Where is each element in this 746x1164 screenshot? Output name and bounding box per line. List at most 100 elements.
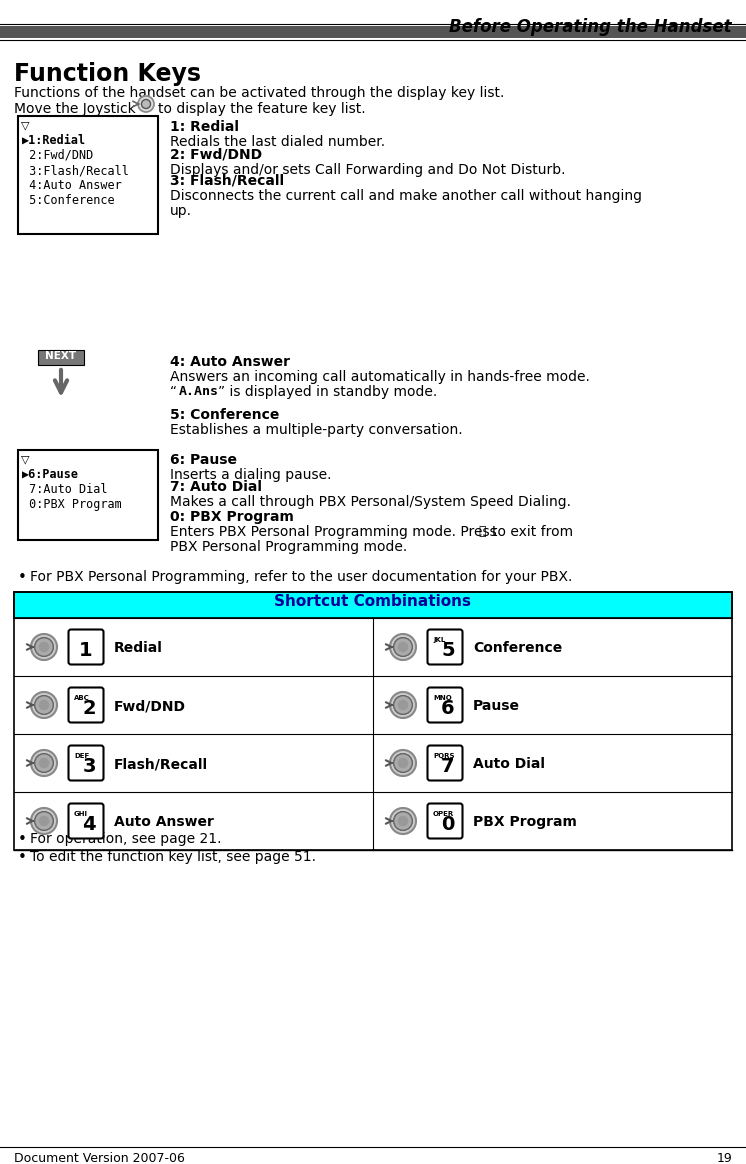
- Circle shape: [390, 693, 416, 718]
- Circle shape: [394, 696, 413, 715]
- Circle shape: [40, 816, 48, 825]
- Text: PQRS: PQRS: [433, 753, 454, 759]
- Text: ↺: ↺: [26, 525, 34, 535]
- FancyBboxPatch shape: [427, 745, 463, 781]
- Text: PBX Personal Programming mode.: PBX Personal Programming mode.: [170, 540, 407, 554]
- Text: For operation, see page 21.: For operation, see page 21.: [30, 832, 222, 846]
- Text: OK: OK: [67, 525, 83, 535]
- Text: 19: 19: [716, 1152, 732, 1164]
- Text: ✦: ✦: [47, 525, 55, 535]
- Text: 0: PBX Program: 0: PBX Program: [170, 510, 294, 524]
- Text: Move the Joystick: Move the Joystick: [14, 102, 136, 116]
- Bar: [18, 116, 158, 234]
- Text: MNO: MNO: [433, 695, 452, 701]
- Text: 1: 1: [79, 640, 93, 660]
- Text: Ⓟ: Ⓟ: [478, 525, 486, 538]
- Text: ▽: ▽: [21, 120, 30, 130]
- Bar: [154, 455, 158, 460]
- Text: 0: 0: [442, 815, 455, 833]
- Text: ▶6:Pause: ▶6:Pause: [22, 468, 79, 481]
- Circle shape: [34, 811, 54, 830]
- Circle shape: [398, 816, 407, 825]
- FancyBboxPatch shape: [69, 803, 104, 838]
- Text: “: “: [170, 385, 177, 399]
- Circle shape: [390, 750, 416, 776]
- Text: A.Ans: A.Ans: [179, 385, 219, 398]
- Bar: [42, 524, 60, 537]
- Bar: [154, 121, 158, 126]
- Text: NEXT: NEXT: [90, 525, 119, 535]
- Text: 3:Flash/Recall: 3:Flash/Recall: [22, 164, 129, 177]
- Bar: [42, 218, 60, 230]
- Bar: [14, 618, 732, 676]
- Circle shape: [34, 696, 54, 715]
- Text: Auto Dial: Auto Dial: [473, 757, 545, 771]
- Text: ▽: ▽: [21, 454, 30, 464]
- Text: 1: Redial: 1: Redial: [170, 120, 239, 134]
- Bar: [38, 350, 84, 365]
- Text: ” is displayed in standby mode.: ” is displayed in standby mode.: [218, 385, 437, 399]
- Text: Auto Answer: Auto Answer: [114, 815, 214, 829]
- Text: OPER: OPER: [433, 811, 454, 817]
- Text: Disconnects the current call and make another call without hanging: Disconnects the current call and make an…: [170, 189, 642, 203]
- Text: 0:PBX Program: 0:PBX Program: [22, 498, 122, 511]
- FancyBboxPatch shape: [427, 630, 463, 665]
- Bar: [18, 450, 158, 540]
- Text: For PBX Personal Programming, refer to the user documentation for your PBX.: For PBX Personal Programming, refer to t…: [30, 570, 572, 584]
- Text: Document Version 2007-06: Document Version 2007-06: [14, 1152, 185, 1164]
- Text: To edit the function key list, see page 51.: To edit the function key list, see page …: [30, 850, 316, 864]
- Text: Answers an incoming call automatically in hands-free mode.: Answers an incoming call automatically i…: [170, 370, 590, 384]
- Bar: [14, 592, 732, 618]
- Bar: [21, 524, 39, 537]
- Text: 4:Auto Answer: 4:Auto Answer: [22, 179, 122, 192]
- Text: 6: Pause: 6: Pause: [170, 453, 237, 467]
- Text: to display the feature key list.: to display the feature key list.: [158, 102, 366, 116]
- Text: OK: OK: [67, 220, 83, 229]
- Bar: [146, 456, 152, 463]
- Circle shape: [390, 808, 416, 833]
- Text: 6: 6: [441, 698, 455, 717]
- Text: JKL: JKL: [433, 637, 445, 643]
- Circle shape: [398, 643, 407, 652]
- Circle shape: [40, 701, 48, 710]
- Text: Makes a call through PBX Personal/System Speed Dialing.: Makes a call through PBX Personal/System…: [170, 495, 571, 509]
- Bar: [14, 676, 732, 734]
- Text: 4: Auto Answer: 4: Auto Answer: [170, 355, 290, 369]
- Bar: [128, 455, 154, 464]
- Text: up.: up.: [170, 204, 192, 218]
- Text: ↺: ↺: [26, 220, 34, 229]
- Text: GHI: GHI: [74, 811, 88, 817]
- Text: Redials the last dialed number.: Redials the last dialed number.: [170, 135, 385, 149]
- Circle shape: [34, 638, 54, 656]
- Circle shape: [138, 95, 154, 112]
- Text: •: •: [18, 570, 27, 585]
- Text: Redial: Redial: [114, 641, 163, 655]
- Text: 5:Conference: 5:Conference: [22, 194, 115, 207]
- Bar: [14, 592, 732, 850]
- FancyBboxPatch shape: [427, 803, 463, 838]
- Text: •: •: [18, 850, 27, 865]
- FancyBboxPatch shape: [69, 630, 104, 665]
- Text: Flash/Recall: Flash/Recall: [114, 757, 208, 771]
- Text: 3: Flash/Recall: 3: Flash/Recall: [170, 173, 284, 189]
- Text: 7:Auto Dial: 7:Auto Dial: [22, 483, 107, 496]
- Text: 5: 5: [441, 640, 455, 660]
- Bar: [128, 121, 154, 130]
- Text: 2: Fwd/DND: 2: Fwd/DND: [170, 148, 262, 162]
- Circle shape: [142, 99, 151, 108]
- Text: 2:Fwd/DND: 2:Fwd/DND: [22, 149, 93, 162]
- Bar: [130, 122, 136, 129]
- Text: Conference: Conference: [473, 641, 562, 655]
- Circle shape: [31, 750, 57, 776]
- Text: ▶1:Redial: ▶1:Redial: [22, 134, 86, 147]
- Bar: [138, 456, 144, 463]
- Circle shape: [394, 753, 413, 773]
- Bar: [21, 218, 39, 230]
- Text: NEXT: NEXT: [46, 352, 77, 361]
- FancyBboxPatch shape: [427, 688, 463, 723]
- Circle shape: [31, 808, 57, 833]
- Text: NEXT: NEXT: [90, 220, 119, 229]
- Circle shape: [31, 634, 57, 660]
- Bar: [146, 122, 152, 129]
- Text: 4: 4: [82, 815, 95, 833]
